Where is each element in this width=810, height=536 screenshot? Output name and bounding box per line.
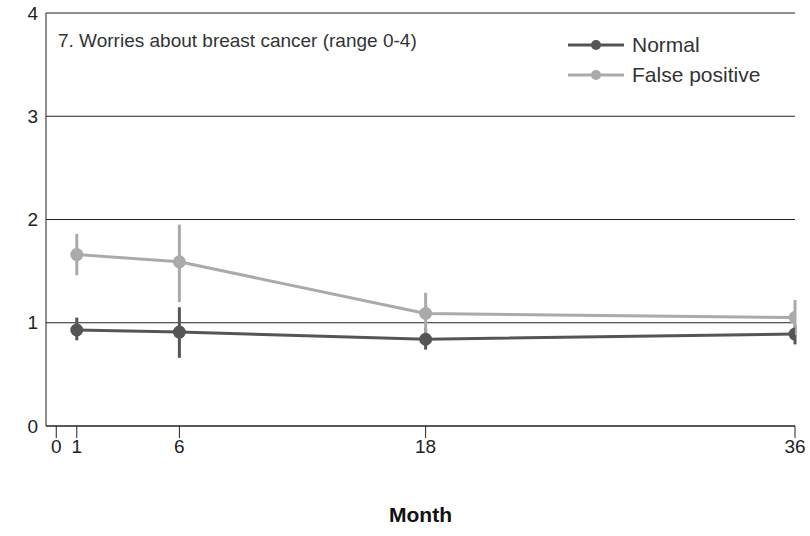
svg-text:2: 2 — [27, 209, 38, 230]
svg-text:4: 4 — [27, 3, 38, 24]
svg-text:6: 6 — [174, 436, 185, 457]
svg-text:1: 1 — [71, 436, 82, 457]
svg-text:18: 18 — [415, 436, 436, 457]
html-text:7. Worries about breast cancer: 7. Worries about breast cancer (range 0-… — [58, 30, 417, 51]
html-text:Normal: Normal — [632, 33, 700, 56]
svg-text:3: 3 — [27, 106, 38, 127]
svg-text:0: 0 — [51, 436, 62, 457]
svg-text:0: 0 — [27, 416, 38, 437]
svg-text:36: 36 — [784, 436, 805, 457]
svg-text:Month: Month — [389, 503, 452, 526]
svg-text:1: 1 — [27, 312, 38, 333]
html-text:False positive: False positive — [632, 63, 761, 86]
